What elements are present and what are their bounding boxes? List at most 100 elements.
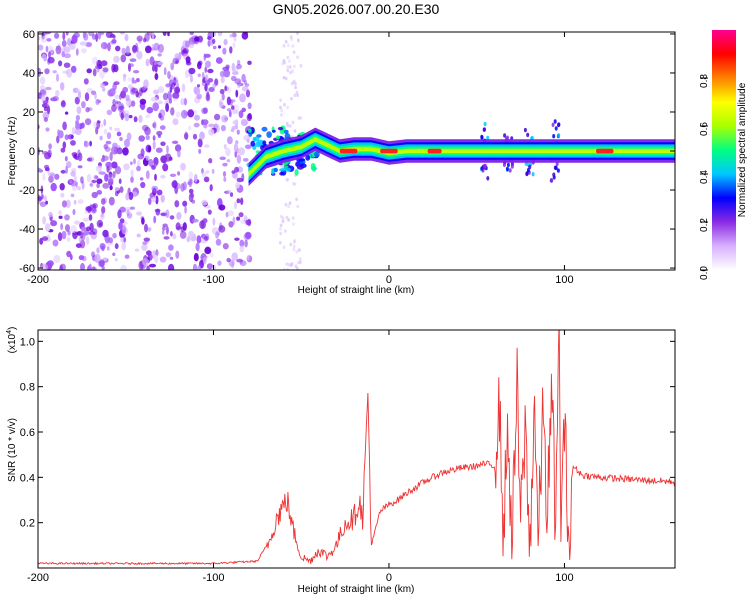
noise-speckle (65, 165, 68, 174)
noise-speckle (244, 83, 250, 87)
noise-speckle (136, 78, 140, 83)
burst-speckle (503, 133, 507, 138)
noise-speckle (150, 96, 158, 102)
noise-speckle (175, 222, 181, 231)
noise-speckle (96, 247, 100, 254)
noise-speckle (60, 82, 65, 91)
noise-speckle (69, 42, 76, 50)
colorbar-tick-label: 0.2 (699, 218, 710, 232)
noise-speckle (286, 65, 290, 69)
noise-speckle (141, 244, 148, 251)
noise-speckle (44, 86, 52, 91)
noise-speckle (104, 146, 111, 152)
noise-speckle (43, 195, 47, 202)
noise-speckle (278, 240, 282, 245)
noise-speckle (118, 105, 125, 110)
noise-speckle (288, 65, 292, 69)
noise-speckle (235, 140, 239, 145)
noise-speckle (167, 93, 173, 101)
noise-speckle (56, 135, 60, 144)
noise-speckle (75, 243, 82, 249)
noise-speckle (201, 71, 205, 79)
noise-speckle (102, 182, 110, 189)
noise-speckle (208, 87, 215, 92)
noise-speckle (138, 87, 143, 97)
noise-speckle (203, 144, 210, 148)
burst-speckle (523, 127, 527, 133)
noise-speckle (130, 161, 133, 165)
noise-speckle (236, 154, 242, 164)
noise-speckle (174, 200, 180, 208)
noise-speckle (83, 78, 89, 85)
noise-speckle (101, 206, 106, 214)
noise-speckle (144, 32, 150, 42)
noise-speckle (59, 183, 65, 191)
noise-speckle (82, 217, 90, 222)
noise-speckle (247, 102, 252, 110)
noise-speckle (120, 264, 127, 270)
noise-speckle (180, 183, 185, 192)
noise-speckle (155, 195, 159, 205)
noise-speckle (142, 241, 148, 245)
noise-speckle (244, 239, 248, 248)
noise-speckle (293, 239, 297, 243)
noise-speckle (62, 121, 67, 131)
noise-speckle (48, 211, 53, 218)
noise-speckle (44, 32, 51, 35)
noise-speckle (223, 69, 231, 78)
noise-speckle (43, 117, 49, 123)
noise-speckle (94, 92, 97, 100)
noise-speckle (227, 136, 233, 145)
snr-y-tick-label: 0.8 (20, 382, 35, 394)
noise-speckle (58, 215, 63, 219)
noise-speckle (133, 116, 138, 123)
signal-speckle (273, 167, 278, 173)
spectrogram-y-axis-label: Frequency (Hz) (7, 117, 18, 186)
noise-speckle (162, 92, 169, 101)
noise-speckle (190, 74, 193, 83)
noise-speckle (108, 196, 115, 206)
noise-speckle (121, 241, 126, 251)
noise-speckle (168, 244, 174, 251)
noise-speckle (175, 111, 181, 118)
noise-speckle (285, 262, 289, 266)
noise-speckle (72, 208, 76, 216)
noise-speckle (233, 36, 237, 42)
burst-speckle (486, 135, 490, 141)
noise-speckle (41, 53, 47, 61)
noise-speckle (287, 262, 291, 267)
noise-speckle (214, 113, 221, 121)
noise-speckle (100, 213, 104, 218)
noise-speckle (77, 165, 83, 169)
noise-speckle (106, 132, 112, 140)
noise-speckle (139, 98, 147, 105)
noise-speckle (64, 214, 70, 221)
noise-speckle (285, 121, 289, 126)
noise-speckle (205, 170, 210, 174)
noise-speckle (143, 37, 147, 43)
noise-speckle (88, 214, 93, 221)
noise-speckle (61, 200, 67, 208)
snr-y-tick-label: 0.2 (20, 518, 35, 530)
noise-speckle (102, 154, 105, 161)
noise-speckle (232, 71, 239, 75)
noise-speckle (146, 250, 152, 256)
noise-speckle (120, 54, 127, 63)
noise-speckle (158, 112, 162, 119)
noise-speckle (45, 223, 51, 232)
noise-speckle (188, 171, 193, 180)
ridge-band-3 (248, 134, 675, 179)
noise-speckle (193, 122, 200, 128)
burst-speckle (480, 135, 484, 140)
noise-speckle (95, 126, 99, 135)
noise-speckle (85, 107, 90, 113)
noise-speckle (129, 58, 137, 62)
noise-speckle (52, 239, 59, 247)
noise-speckle (180, 162, 186, 171)
noise-speckle (48, 175, 54, 183)
colorbar-tick-label: 0.8 (699, 74, 710, 88)
noise-speckle (287, 218, 290, 222)
noise-speckle (63, 53, 71, 59)
noise-speckle (238, 212, 244, 218)
